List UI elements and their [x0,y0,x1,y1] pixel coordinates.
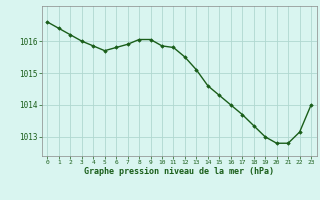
X-axis label: Graphe pression niveau de la mer (hPa): Graphe pression niveau de la mer (hPa) [84,167,274,176]
